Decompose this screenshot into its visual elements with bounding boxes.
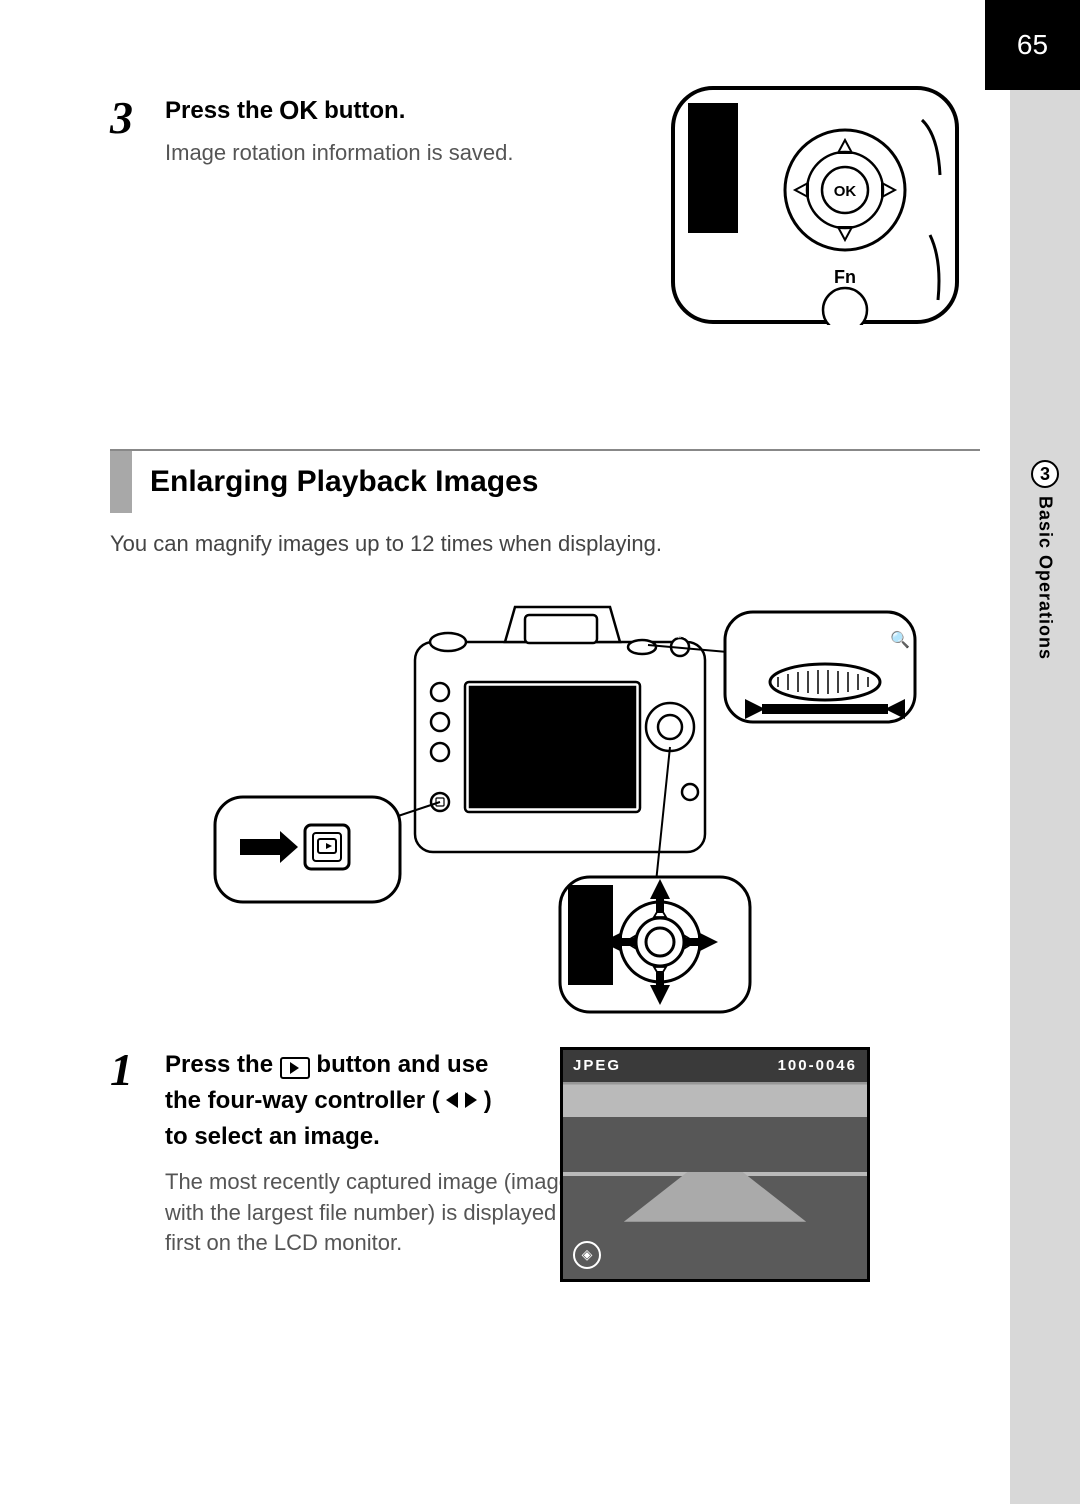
s1-l2: the four-way controller ( [165,1087,440,1114]
ok-word: OK [279,95,318,126]
section-number: 3 [1031,460,1059,488]
lcd-fileno: 100-0046 [778,1057,857,1074]
section-header: Enlarging Playback Images [110,449,980,513]
svg-text:PENTAX: PENTAX [544,822,577,831]
s1-l2b: ) [484,1087,492,1114]
svg-text:OK: OK [664,724,676,733]
lcd-path [624,1172,806,1222]
lcd-format: JPEG [573,1057,621,1074]
svg-text:OK: OK [653,938,667,948]
step-title: Press the button and use the four-way co… [165,1047,575,1155]
section-tab: 3 Basic Operations [1030,460,1060,660]
section-label: Basic Operations [1035,496,1056,660]
svg-text:SD: SD [685,805,695,812]
step3-prefix: Press the [165,97,273,125]
s1-l1b: button and use [316,1051,488,1078]
lcd-header: JPEG 100-0046 [563,1050,867,1082]
svg-text:AE-L: AE-L [673,634,687,640]
eye-icon: ◈ [573,1241,601,1269]
side-strip [1010,0,1080,1504]
ok-button-illustration: OK Fn [670,85,960,325]
step-1: 1 Press the button and use the four-way … [110,1047,980,1259]
step3-suffix: button. [324,97,405,125]
s1-l3: to select an image. [165,1123,380,1150]
lcd-trees [563,1117,867,1172]
lcd-scene: ◈ [563,1082,867,1279]
s1-l1a: Press the [165,1051,280,1078]
svg-text:⛶: ⛶ [755,632,767,649]
header-bar [110,451,132,513]
svg-text:MENU: MENU [431,677,449,683]
section-heading: Enlarging Playback Images [150,451,539,513]
left-arrow-icon [446,1092,458,1108]
page-number: 65 [985,0,1080,90]
svg-text:🔍: 🔍 [890,629,910,649]
step-body: Press the button and use the four-way co… [165,1047,575,1259]
ok-label: OK [834,183,857,200]
lcd-preview: JPEG 100-0046 ◈ [560,1047,870,1282]
page-content: 3 Press the OK button. Image rotation in… [110,95,980,1289]
intro-text: You can magnify images up to 12 times wh… [110,531,980,557]
camera-illustration: OK MENU INFO SD AE-L PENTAX [170,587,920,1017]
fn-label: Fn [834,267,856,287]
playback-icon [280,1057,310,1079]
step1-body: The most recently captured image (image … [165,1167,575,1259]
step-number: 3 [110,95,165,169]
step-number: 1 [110,1047,165,1259]
right-arrow-icon [465,1092,477,1108]
svg-text:INFO: INFO [433,737,448,743]
